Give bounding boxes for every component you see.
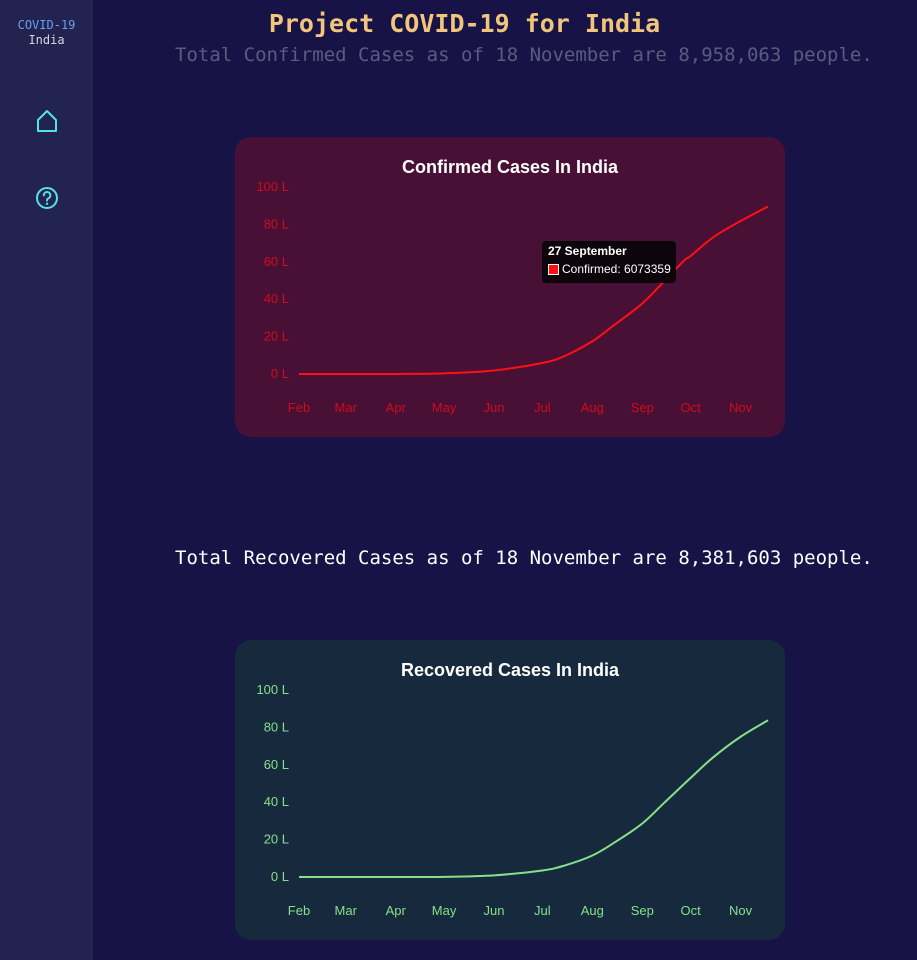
brand-line2: India (28, 33, 65, 47)
data-point[interactable] (393, 874, 399, 880)
x-tick-label: Jul (534, 903, 551, 918)
data-point[interactable] (491, 367, 497, 373)
y-tick-label: 80 L (264, 719, 289, 734)
data-point[interactable] (562, 353, 568, 359)
help-icon[interactable] (33, 184, 61, 212)
recovered-chart[interactable]: Recovered Cases In India 0 L 20 L 40 L 60 L 8… (235, 640, 785, 940)
x-tick-label: Feb (288, 400, 310, 415)
data-point[interactable] (688, 775, 694, 781)
data-point[interactable] (441, 874, 447, 880)
confirmed-chart[interactable]: Confirmed Cases In India 0 L 20 L 40 L 60 L 8… (235, 137, 785, 437)
data-point[interactable] (681, 257, 687, 263)
data-point[interactable] (765, 717, 771, 723)
data-point[interactable] (393, 371, 399, 377)
recovered-summary: Total Recovered Cases as of 18 November … (175, 547, 873, 569)
chart-tooltip: 27 September Confirmed: 6073359 (542, 241, 676, 283)
confirmed-chart-card: Confirmed Cases In India 0 L 20 L 40 L 60 L 8… (235, 137, 785, 437)
x-tick-label: Sep (631, 400, 654, 415)
page-title: Project COVID-19 for India (268, 9, 661, 38)
x-tick-label: Sep (631, 903, 654, 918)
y-tick-label: 60 L (264, 757, 289, 772)
y-tick-label: 40 L (264, 794, 289, 809)
y-tick-label: 80 L (264, 216, 289, 231)
x-tick-label: Oct (681, 400, 702, 415)
y-tick-label: 60 L (264, 254, 289, 269)
data-point[interactable] (539, 867, 545, 873)
x-tick-label: Apr (386, 903, 407, 918)
x-tick-label: May (432, 400, 457, 415)
series-line (298, 205, 769, 376)
x-tick-label: May (432, 903, 457, 918)
y-tick-label: 0 L (271, 869, 289, 884)
data-point[interactable] (639, 301, 645, 307)
data-point[interactable] (589, 338, 595, 344)
tooltip-swatch (548, 264, 559, 275)
y-tick-label: 20 L (264, 329, 289, 344)
x-tick-label: Apr (386, 400, 407, 415)
x-tick-label: Mar (335, 903, 358, 918)
data-point[interactable] (710, 234, 716, 240)
x-tick-label: Jun (484, 400, 505, 415)
recovered-chart-card: Recovered Cases In India 0 L 20 L 40 L 60 L 8… (235, 640, 785, 940)
data-point[interactable] (539, 360, 545, 366)
data-point[interactable] (662, 799, 668, 805)
x-tick-label: Jul (534, 400, 551, 415)
data-point[interactable] (296, 371, 302, 377)
tooltip-title: 27 September (548, 244, 627, 258)
data-point[interactable] (612, 321, 618, 327)
data-point[interactable] (343, 874, 349, 880)
data-point[interactable] (765, 203, 771, 209)
series-line (299, 719, 769, 879)
y-tick-label: 40 L (264, 291, 289, 306)
data-point[interactable] (562, 862, 568, 868)
data-point[interactable] (612, 839, 618, 845)
data-point[interactable] (589, 852, 595, 858)
y-tick-label: 100 L (256, 682, 289, 697)
x-tick-label: Aug (581, 400, 604, 415)
data-point[interactable] (710, 754, 716, 760)
x-tick-label: Nov (729, 903, 753, 918)
y-tick-label: 20 L (264, 832, 289, 847)
data-point[interactable] (441, 370, 447, 376)
data-point[interactable] (688, 253, 694, 259)
x-tick-label: Feb (288, 903, 310, 918)
x-tick-label: Oct (681, 903, 702, 918)
home-icon[interactable] (33, 107, 61, 135)
y-tick-label: 100 L (256, 179, 289, 194)
y-tick-label: 0 L (271, 366, 289, 381)
data-point[interactable] (343, 371, 349, 377)
data-point[interactable] (738, 734, 744, 740)
data-point[interactable] (639, 821, 645, 827)
data-point[interactable] (491, 872, 497, 878)
confirmed-summary: Total Confirmed Cases as of 18 November … (175, 44, 873, 66)
data-point[interactable] (296, 874, 302, 880)
brand-line1: COVID-19 (17, 18, 76, 32)
chart-title: Recovered Cases In India (401, 660, 620, 680)
x-tick-label: Aug (581, 903, 604, 918)
sidebar: COVID-19 India (0, 0, 93, 960)
chart-title: Confirmed Cases In India (402, 157, 619, 177)
x-tick-label: Mar (335, 400, 358, 415)
data-point[interactable] (738, 218, 744, 224)
x-tick-label: Nov (729, 400, 753, 415)
tooltip-label: Confirmed: 6073359 (562, 262, 671, 276)
brand[interactable]: COVID-19 India (0, 18, 93, 48)
x-tick-label: Jun (484, 903, 505, 918)
